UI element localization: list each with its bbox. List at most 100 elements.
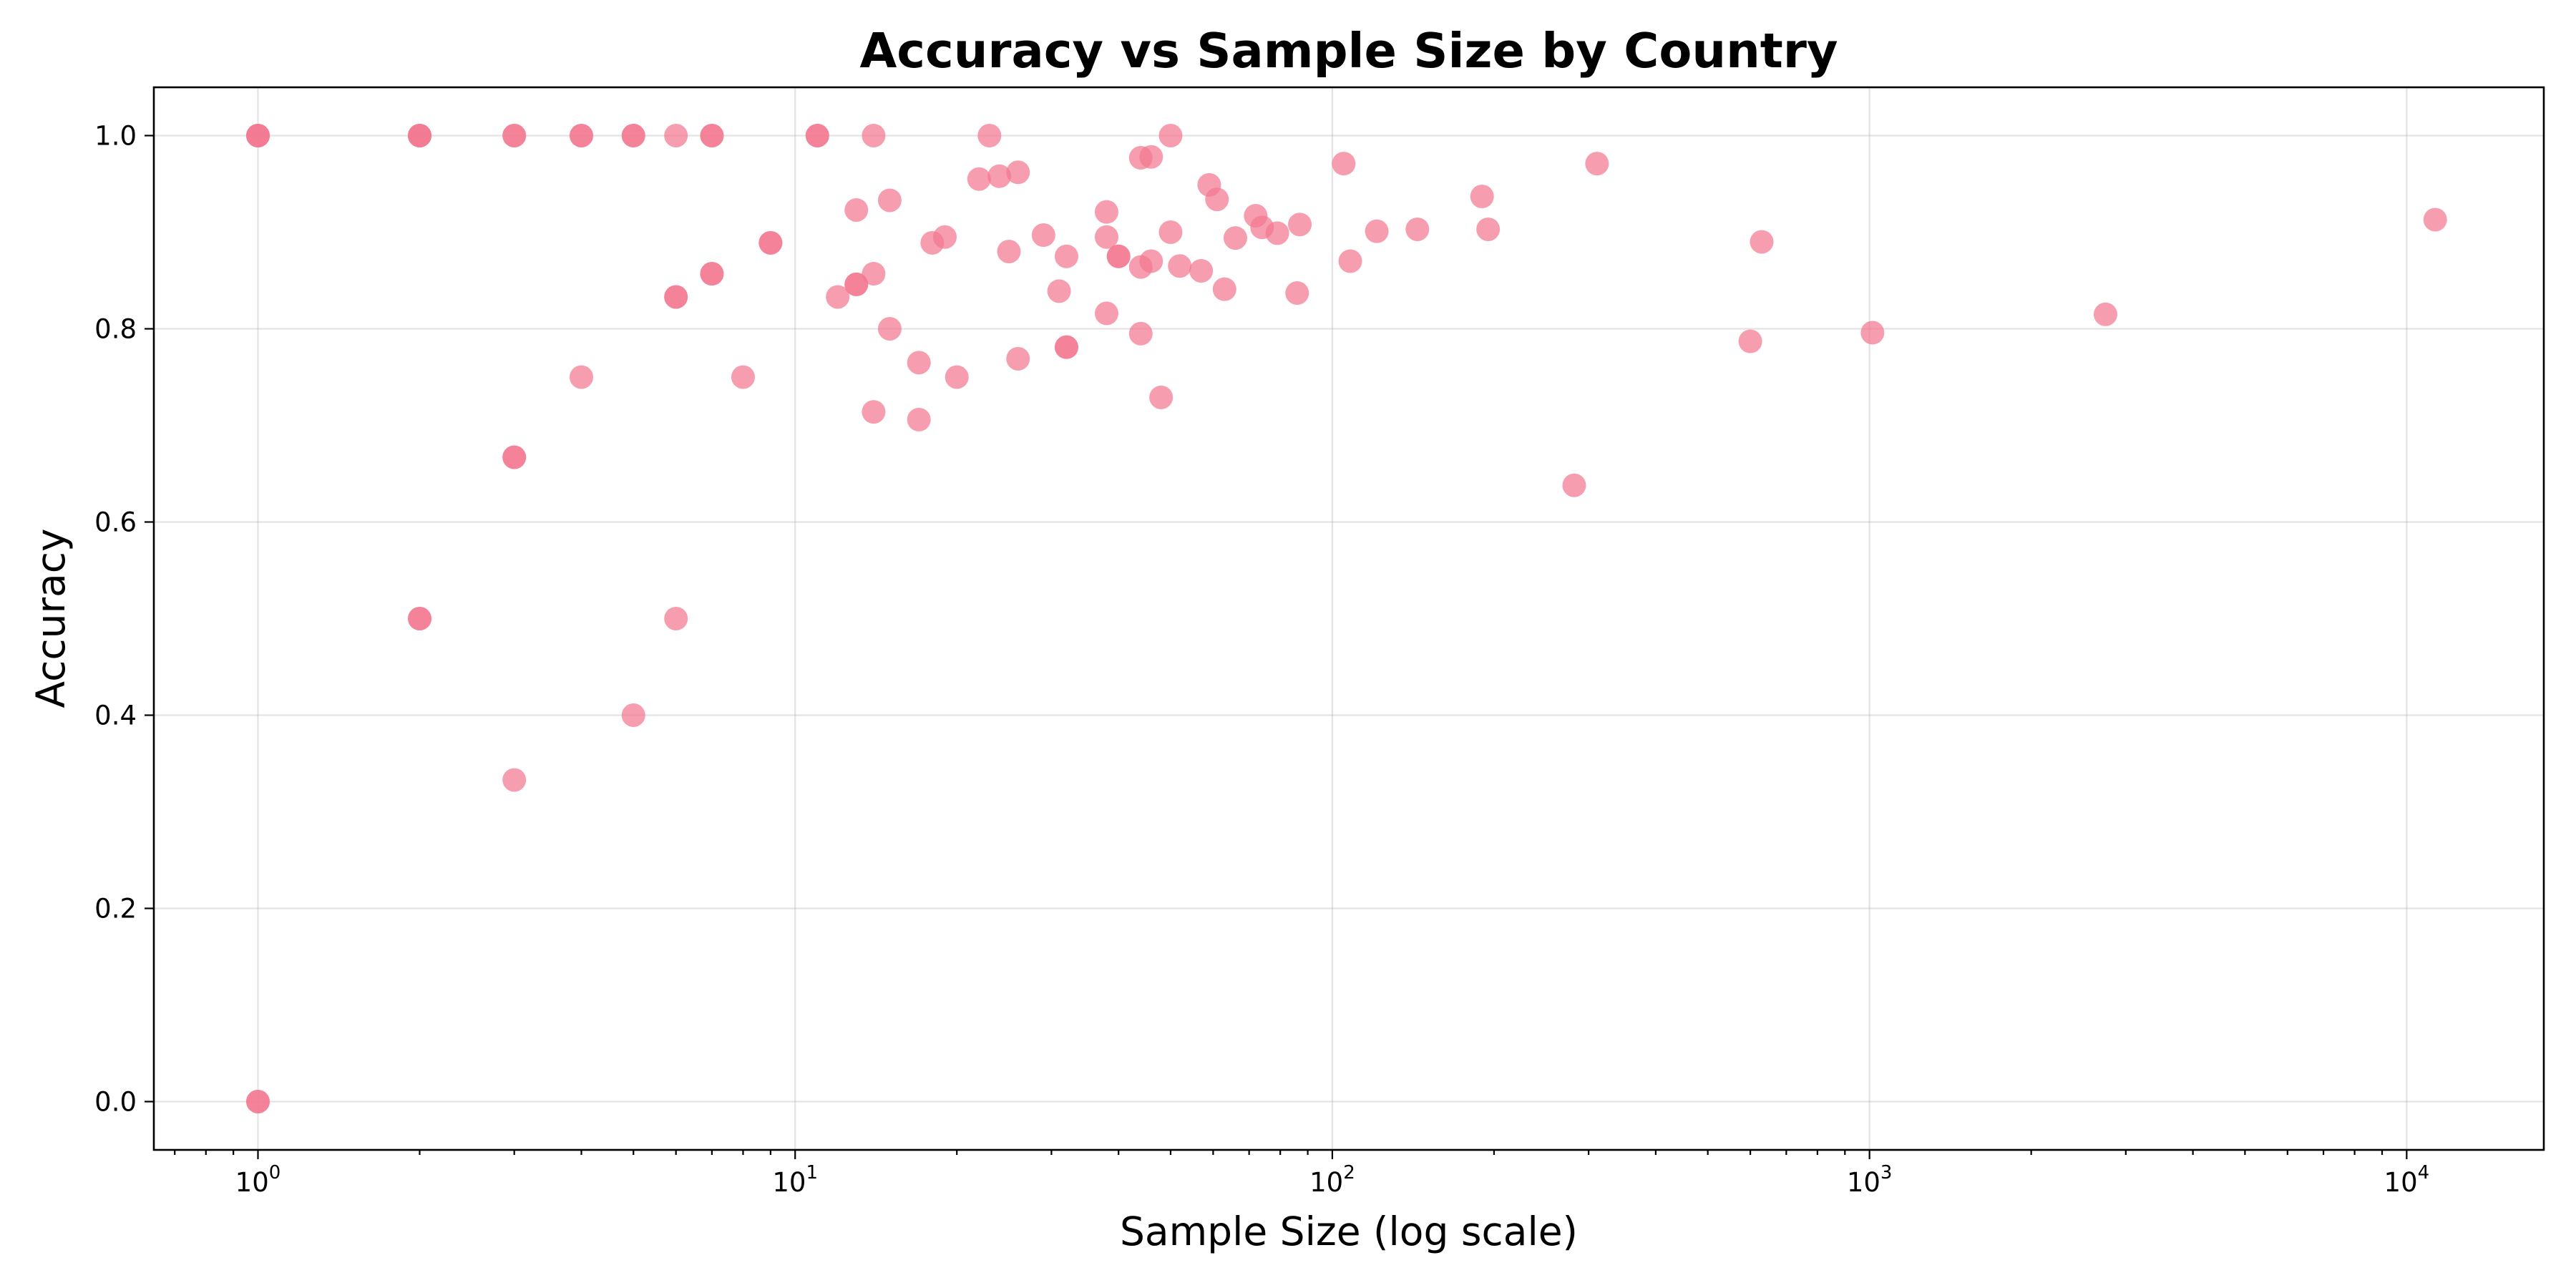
data-point bbox=[1365, 219, 1389, 243]
data-point bbox=[2093, 302, 2117, 326]
data-point bbox=[1158, 220, 1183, 244]
data-point bbox=[1106, 244, 1131, 268]
data-point bbox=[1470, 185, 1494, 209]
y-tick-label: 0.8 bbox=[94, 314, 137, 345]
data-point bbox=[862, 124, 886, 147]
y-tick-label: 1.0 bbox=[94, 121, 137, 152]
data-point bbox=[1562, 473, 1586, 497]
data-point bbox=[1476, 217, 1501, 241]
data-point bbox=[1149, 385, 1174, 409]
x-tick-base: 10 bbox=[772, 1167, 806, 1198]
data-point bbox=[1128, 321, 1153, 346]
data-point bbox=[877, 188, 902, 213]
data-point bbox=[1212, 277, 1236, 301]
data-point bbox=[932, 225, 957, 249]
data-point bbox=[826, 285, 850, 309]
data-point bbox=[700, 262, 724, 286]
x-tick-base: 10 bbox=[1309, 1167, 1343, 1198]
data-point bbox=[502, 124, 527, 147]
data-point bbox=[664, 285, 688, 309]
x-tick-base: 10 bbox=[235, 1167, 269, 1198]
x-tick-exponent: 0 bbox=[269, 1162, 281, 1184]
data-point bbox=[1405, 217, 1430, 241]
x-tick-label: 103 bbox=[1847, 1162, 1893, 1198]
data-point bbox=[1285, 281, 1309, 306]
data-point bbox=[907, 407, 931, 431]
x-tick-exponent: 2 bbox=[1343, 1162, 1355, 1184]
points-layer bbox=[246, 124, 2447, 1113]
data-point bbox=[1047, 279, 1071, 303]
data-point bbox=[1031, 223, 1055, 248]
data-point bbox=[1094, 301, 1118, 326]
data-point bbox=[967, 167, 991, 191]
data-point bbox=[246, 1090, 270, 1113]
x-tick-base: 10 bbox=[1847, 1167, 1880, 1198]
data-point bbox=[1205, 187, 1229, 212]
y-tick-label: 0.4 bbox=[94, 701, 137, 731]
data-point bbox=[1338, 249, 1362, 273]
plot-frame bbox=[152, 86, 2545, 1151]
data-point bbox=[758, 230, 783, 255]
x-tick-base: 10 bbox=[2384, 1167, 2418, 1198]
data-point bbox=[987, 164, 1012, 188]
x-tick-label: 101 bbox=[772, 1162, 818, 1198]
data-point bbox=[1158, 124, 1183, 147]
data-point bbox=[700, 124, 724, 147]
x-tick-exponent: 1 bbox=[806, 1162, 818, 1184]
data-point bbox=[1054, 244, 1078, 268]
data-point bbox=[1139, 145, 1163, 169]
data-point bbox=[1265, 221, 1289, 245]
data-point bbox=[1189, 259, 1214, 283]
y-tick-label: 0.0 bbox=[94, 1087, 137, 1118]
x-tick-label: 100 bbox=[235, 1162, 281, 1198]
data-point bbox=[1054, 335, 1078, 359]
data-point bbox=[1288, 213, 1312, 237]
data-point bbox=[621, 124, 645, 147]
data-point bbox=[1139, 249, 1163, 273]
data-point bbox=[997, 240, 1021, 263]
data-point bbox=[977, 124, 1002, 147]
data-point bbox=[569, 365, 593, 389]
data-point bbox=[945, 365, 969, 389]
data-point bbox=[664, 124, 688, 147]
data-point bbox=[805, 124, 829, 147]
data-point bbox=[1168, 254, 1192, 278]
data-point bbox=[877, 317, 902, 341]
data-point bbox=[1750, 230, 1774, 254]
data-point bbox=[731, 365, 755, 389]
data-point bbox=[621, 703, 645, 727]
y-axis-label: Accuracy bbox=[28, 528, 74, 708]
data-point bbox=[407, 607, 431, 630]
data-point bbox=[862, 262, 886, 286]
y-tick-label: 0.6 bbox=[94, 507, 137, 538]
data-point bbox=[502, 768, 527, 792]
data-point bbox=[862, 400, 886, 424]
data-point bbox=[1223, 226, 1247, 250]
data-point bbox=[844, 272, 869, 296]
x-tick-label: 102 bbox=[1309, 1162, 1355, 1198]
data-point bbox=[502, 445, 527, 469]
x-axis-label: Sample Size (log scale) bbox=[1120, 1209, 1578, 1254]
data-point bbox=[1860, 321, 1885, 345]
data-point bbox=[1332, 152, 1356, 176]
data-point bbox=[664, 607, 688, 630]
data-point bbox=[2423, 208, 2447, 232]
data-point bbox=[1738, 329, 1762, 353]
data-point bbox=[1585, 152, 1609, 176]
y-tick-label: 0.2 bbox=[94, 894, 137, 924]
data-point bbox=[246, 124, 270, 147]
data-point bbox=[407, 124, 431, 147]
data-point bbox=[907, 351, 931, 375]
grid-layer bbox=[154, 87, 2544, 1150]
x-tick-exponent: 3 bbox=[1880, 1162, 1893, 1184]
chart-title: Accuracy vs Sample Size by Country bbox=[859, 23, 1838, 79]
data-point bbox=[1094, 200, 1118, 224]
x-tick-exponent: 4 bbox=[2418, 1162, 2430, 1184]
data-point bbox=[1006, 160, 1030, 185]
data-point bbox=[1006, 346, 1030, 371]
data-point bbox=[844, 197, 869, 222]
data-point bbox=[569, 124, 593, 147]
